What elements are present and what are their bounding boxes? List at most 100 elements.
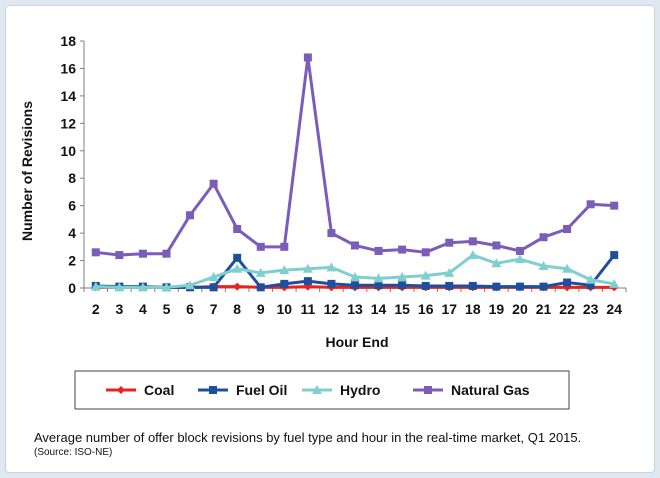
fuel-oil-point <box>280 279 289 288</box>
natural-gas-point <box>586 200 595 209</box>
legend-label: Coal <box>144 382 174 398</box>
natural-gas-point <box>398 245 407 254</box>
fuel-oil-point <box>256 283 265 292</box>
x-tick-label: 3 <box>115 301 123 317</box>
hydro-point <box>397 272 408 282</box>
legend-item-coal: Coal <box>106 382 174 398</box>
x-tick-label: 18 <box>465 301 481 317</box>
x-tick-label: 14 <box>371 301 387 317</box>
legend-item-fuel-oil: Fuel Oil <box>198 382 287 398</box>
hydro-point <box>302 263 313 273</box>
x-tick-label: 20 <box>512 301 528 317</box>
hydro-point <box>137 282 148 292</box>
y-tick-label: 14 <box>60 88 76 104</box>
legend-marker <box>209 386 217 394</box>
natural-gas-point <box>138 249 147 258</box>
y-tick-label: 12 <box>60 115 76 131</box>
legend-item-hydro: Hydro <box>302 382 380 398</box>
x-tick-label: 23 <box>583 301 599 317</box>
x-tick-label: 9 <box>257 301 265 317</box>
hydro-point <box>514 254 525 264</box>
hydro-point <box>420 270 431 280</box>
hydro-point <box>161 282 172 292</box>
hydro-point <box>467 250 478 260</box>
chart-frame: 0 2 4 6 8 10 12 14 16 18 2 3 4 5 6 7 8 9 10 11 12 13 14 15 16 17… <box>5 5 655 473</box>
x-tick-label: 24 <box>606 301 622 317</box>
x-tick-label: 12 <box>324 301 340 317</box>
hydro-point <box>185 280 196 290</box>
legend-label: Fuel Oil <box>236 382 287 398</box>
caption: Average number of offer block revisions … <box>34 430 634 460</box>
natural-gas-point <box>186 211 195 220</box>
x-axis-title: Hour End <box>326 334 389 350</box>
fuel-oil-point <box>468 281 477 290</box>
fuel-oil-point <box>610 251 619 260</box>
natural-gas-point <box>539 233 548 242</box>
hydro-point <box>609 278 620 288</box>
x-tick-label: 4 <box>139 301 147 317</box>
x-tick-label: 8 <box>233 301 241 317</box>
x-tick-label: 11 <box>300 301 315 317</box>
fuel-oil-point <box>421 281 430 290</box>
hydro-point <box>90 281 101 291</box>
y-tick-label: 2 <box>68 253 76 269</box>
hydro-point <box>538 261 549 271</box>
coal-point <box>233 282 242 291</box>
natural-gas-line <box>95 55 615 257</box>
legend-label: Hydro <box>340 382 380 398</box>
series-hydro <box>90 250 620 292</box>
natural-gas-point <box>303 53 312 62</box>
y-tick-label: 8 <box>68 170 76 186</box>
natural-gas-point <box>280 242 289 251</box>
y-axis-title: Number of Revisions <box>19 101 35 241</box>
x-tick-label: 2 <box>92 301 100 317</box>
hydro-point <box>444 267 455 277</box>
caption-source: (Source: ISO-NE) <box>34 447 113 458</box>
natural-gas-point <box>610 201 619 210</box>
series-layer <box>90 53 620 292</box>
natural-gas-point <box>421 248 430 257</box>
natural-gas-point <box>233 224 242 233</box>
natural-gas-point <box>115 251 124 260</box>
fuel-oil-point <box>586 281 595 290</box>
x-tick-label: 5 <box>163 301 171 317</box>
natural-gas-point <box>91 248 100 257</box>
x-tick-label: 16 <box>418 301 434 317</box>
caption-text: Average number of offer block revisions … <box>34 430 582 445</box>
x-tick-label: 21 <box>536 301 552 317</box>
fuel-oil-point <box>209 283 218 292</box>
fuel-oil-point <box>233 253 242 262</box>
series-natural-gas <box>91 53 619 260</box>
fuel-oil-point <box>539 282 548 291</box>
natural-gas-point <box>327 229 336 238</box>
fuel-oil-point <box>374 281 383 290</box>
natural-gas-point <box>209 179 218 188</box>
natural-gas-point <box>445 238 454 247</box>
x-tick-label: 22 <box>559 301 575 317</box>
natural-gas-point <box>351 241 359 250</box>
x-tick-label: 15 <box>394 301 410 317</box>
natural-gas-point <box>515 246 524 255</box>
fuel-oil-point <box>492 282 501 291</box>
y-axis: 0 2 4 6 8 10 12 14 16 18 <box>60 33 85 296</box>
series-fuel-oil <box>91 251 619 292</box>
legend-label: Natural Gas <box>451 382 530 398</box>
hydro-point <box>326 262 337 272</box>
legend-marker <box>117 386 125 394</box>
natural-gas-point <box>256 242 265 251</box>
x-tick-label: 17 <box>441 301 457 317</box>
natural-gas-point <box>563 224 572 233</box>
natural-gas-point <box>374 246 383 255</box>
x-tick-label: 13 <box>347 301 363 317</box>
y-tick-label: 16 <box>60 60 76 76</box>
x-tick-label: 6 <box>186 301 194 317</box>
fuel-oil-point <box>303 277 312 286</box>
legend-marker <box>424 386 432 394</box>
x-tick-label: 7 <box>210 301 218 317</box>
hydro-point <box>350 272 360 282</box>
hydro-point <box>373 273 384 283</box>
fuel-oil-point <box>398 281 407 290</box>
hydro-point <box>255 267 266 277</box>
hydro-point <box>491 258 502 268</box>
hydro-point <box>562 263 573 273</box>
